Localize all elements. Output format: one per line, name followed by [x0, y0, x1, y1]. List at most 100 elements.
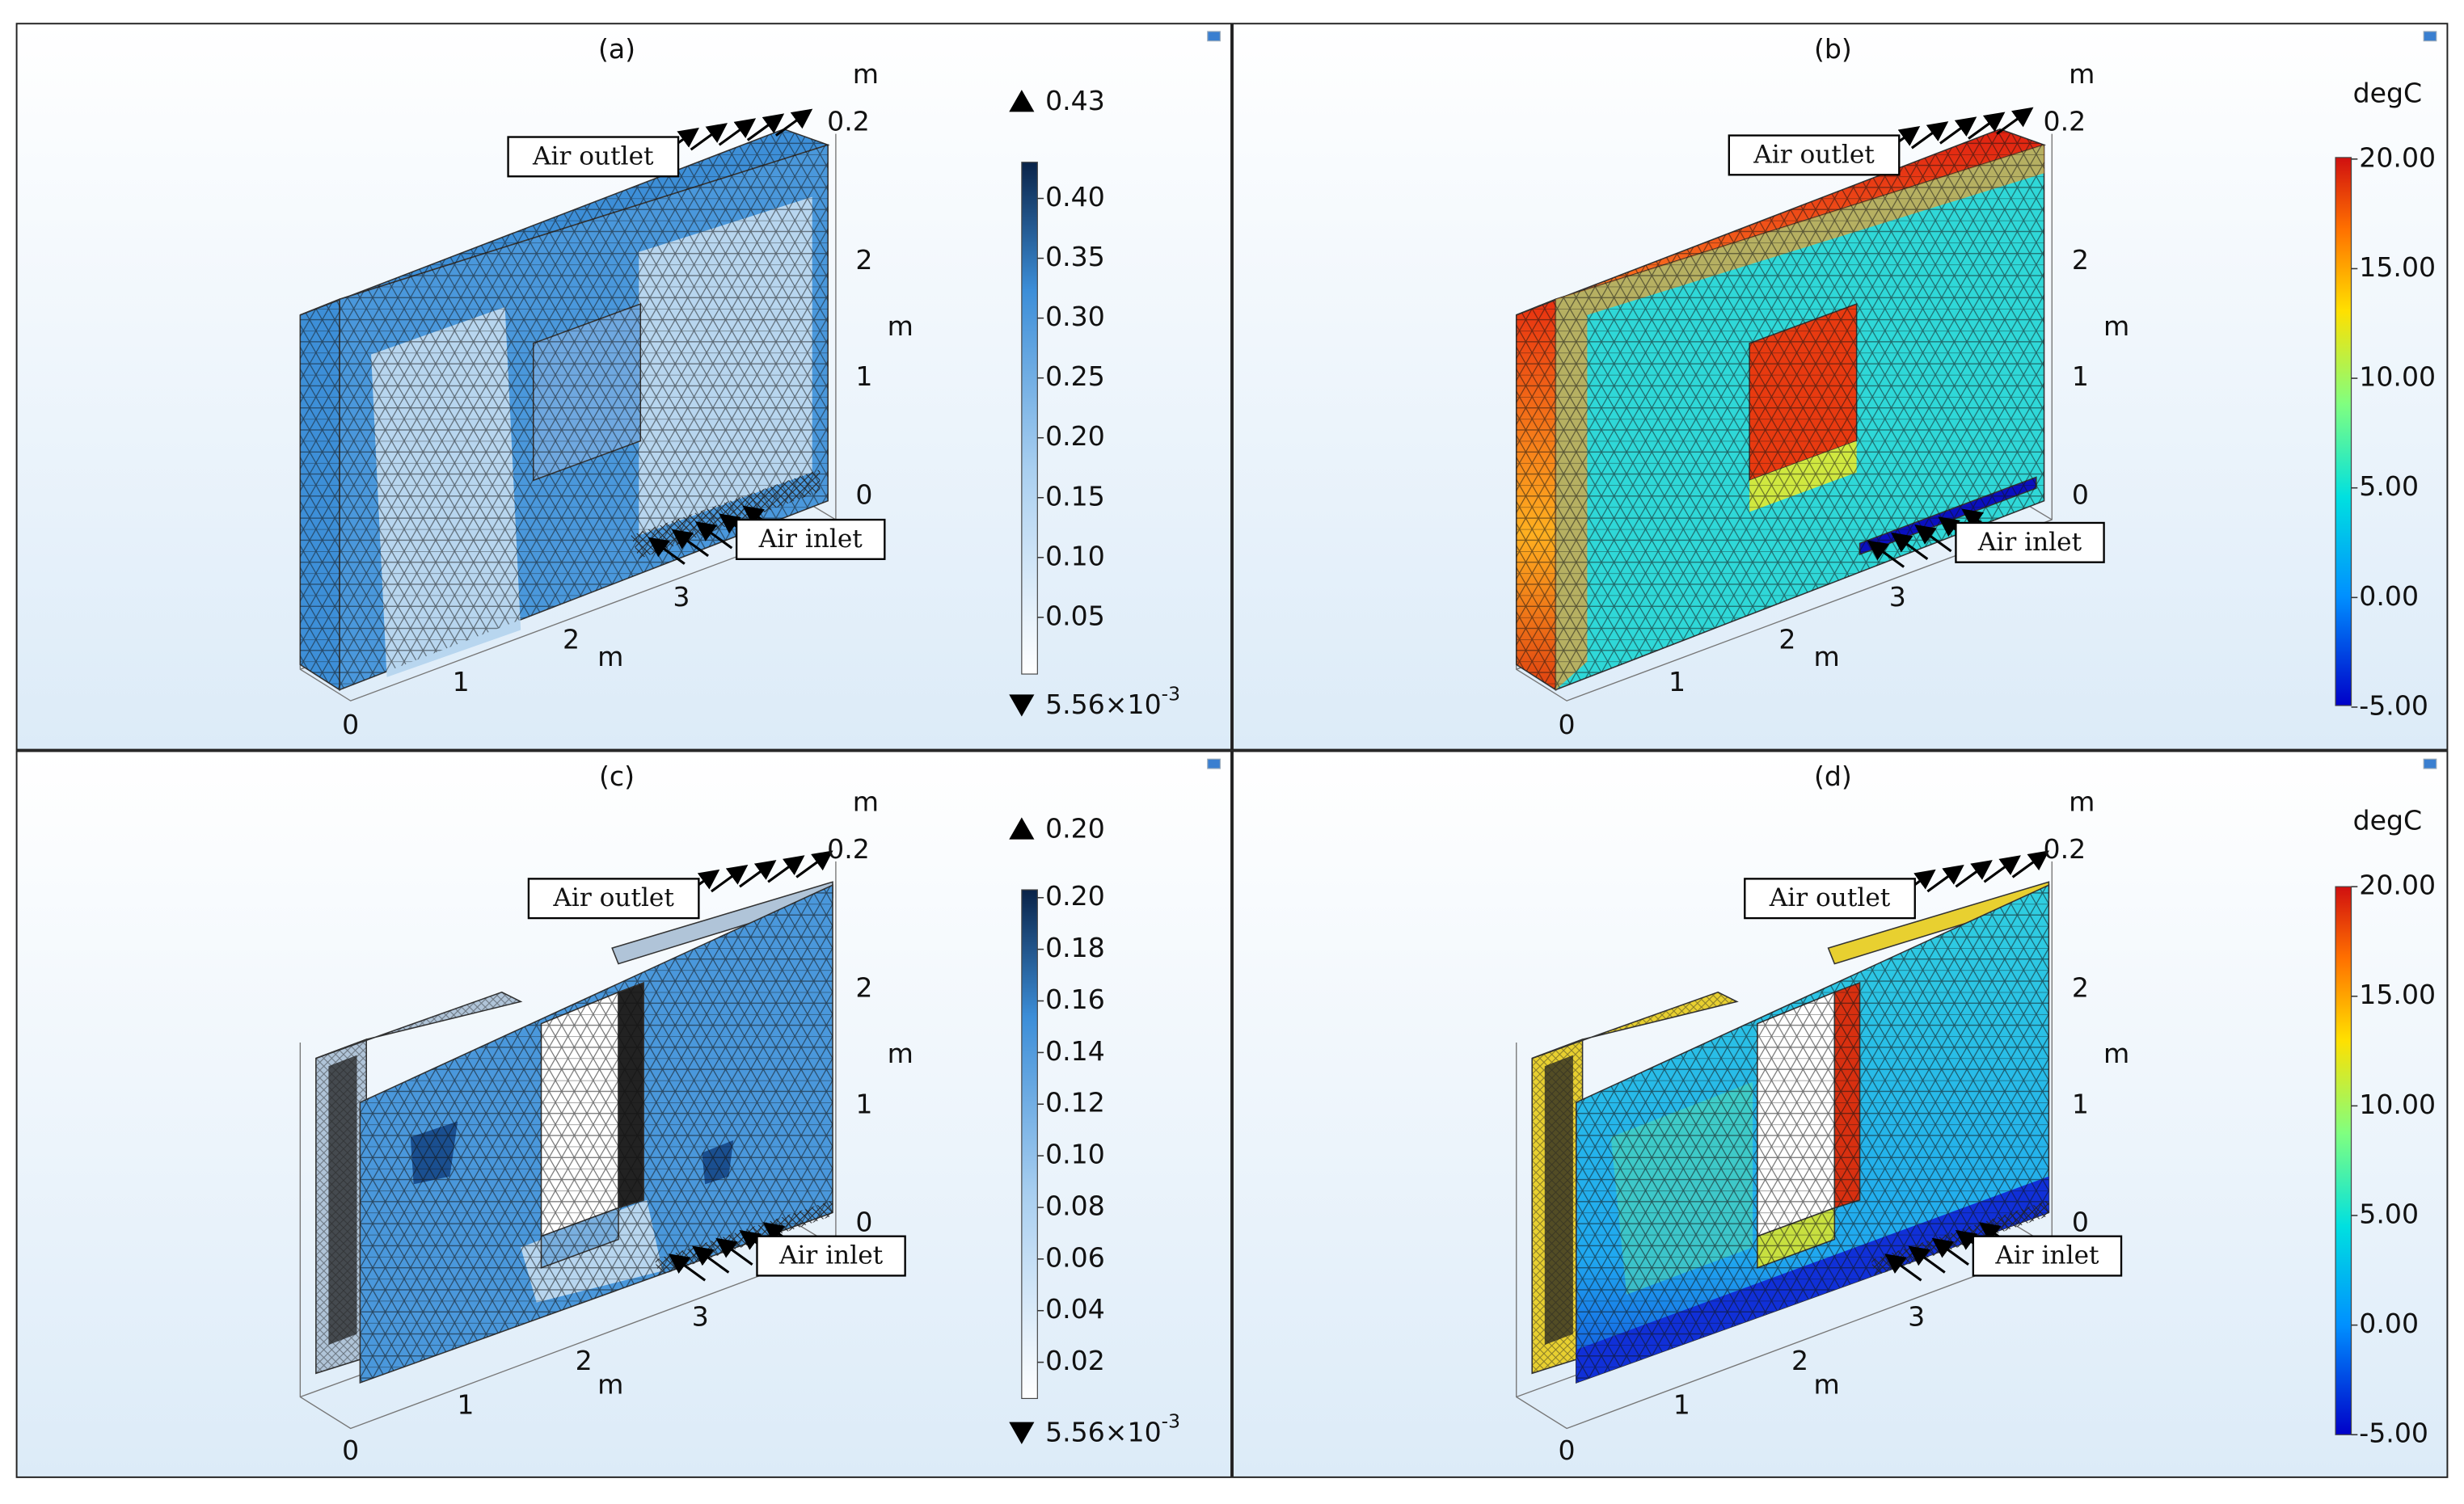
min-exponent: -3: [1162, 682, 1180, 705]
colorbar-tick-label: 5.00: [2359, 470, 2419, 502]
axis-label: m: [2069, 786, 2095, 817]
x-tick-label: 1: [457, 1389, 474, 1421]
min-mantissa: 5.56×10: [1045, 1416, 1162, 1447]
inlet-box: [756, 1235, 906, 1277]
y-tick-label: 2: [2072, 244, 2089, 276]
colorbar: [2335, 886, 2352, 1435]
colorbar-tick-label: 0.06: [1045, 1241, 1105, 1273]
max-marker: [1009, 817, 1035, 840]
colorbar-tick-label: -5.00: [2359, 1418, 2428, 1449]
min-mantissa: 5.56×10: [1045, 689, 1162, 720]
colorbar: [1021, 889, 1038, 1400]
colorbar-tick-label: 0.20: [1045, 880, 1105, 912]
outlet-arrow: [1926, 864, 1964, 893]
colorbar: [2335, 157, 2352, 706]
y-tick-label: 2: [2072, 971, 2089, 1003]
min-marker: [1009, 1422, 1035, 1444]
outlet-arrow: [2011, 850, 2049, 878]
axis-label: m: [1813, 1368, 1839, 1400]
inlet-arrow: [668, 1253, 707, 1282]
colorbar-unit: degC: [2353, 77, 2423, 108]
colorbar-tick-label: 0.00: [2359, 580, 2419, 612]
colorbar-tick-label: 0.00: [2359, 1308, 2419, 1339]
inlet-arrow: [1908, 1245, 1946, 1274]
outlet-box: [1728, 134, 1901, 176]
panel-icon: [1207, 31, 1221, 42]
x-tick-label: 0: [1559, 709, 1576, 740]
x-tick-label: 0: [1559, 1434, 1576, 1466]
min-marker: [1009, 694, 1035, 717]
x-tick-label: 2: [563, 624, 580, 655]
x-tick-label: 2: [1791, 1345, 1808, 1376]
outlet-arrow: [767, 855, 805, 883]
colorbar-tick-label: 15.00: [2359, 979, 2436, 1010]
y-tick-label: 0: [855, 1207, 872, 1238]
colorbar-tick-label: 0.20: [1045, 420, 1105, 452]
outlet-arrow: [774, 108, 813, 137]
inlet-arrow: [692, 1245, 730, 1274]
outlet-label: Air outlet: [1769, 883, 1891, 912]
colorbar-min: 5.56×10-3: [1045, 682, 1180, 720]
panel-label: (d): [1814, 760, 1852, 792]
outlet-arrow: [1955, 860, 1993, 888]
panel: (d) Air outlet Air inlet 0 1 2 3 0 1 2 0.2 m m m 20.00…: [1232, 750, 2449, 1478]
x-tick-label: 3: [1908, 1301, 1925, 1333]
z-tick-label: 0.2: [827, 105, 870, 137]
outlet-box: [527, 878, 700, 920]
y-tick-label: 2: [855, 971, 872, 1003]
inlet-label: Air inlet: [758, 525, 863, 554]
colorbar-tick-label: 15.00: [2359, 251, 2436, 283]
axis-label: m: [853, 786, 879, 817]
panel: (b) Air outlet Air inlet 0 1 2 3 0 1 2 0.2 m m m 20.00…: [1232, 23, 2449, 751]
y-tick-label: 1: [2072, 1088, 2089, 1119]
inlet-box: [735, 518, 886, 560]
outlet-label: Air outlet: [552, 883, 674, 912]
colorbar-tick-label: 0.10: [1045, 1139, 1105, 1170]
y-tick-label: 1: [855, 360, 872, 392]
inlet-arrow: [694, 521, 733, 550]
colorbar-tick-label: 0.30: [1045, 301, 1105, 332]
axis-label: m: [888, 310, 913, 342]
outlet-arrow: [1996, 107, 2034, 135]
inlet-box: [1972, 1235, 2123, 1277]
max-marker: [1009, 90, 1035, 112]
outlet-arrow: [718, 118, 757, 146]
x-tick-label: 0: [342, 1434, 359, 1466]
inlet-label: Air inlet: [1994, 1241, 2099, 1270]
colorbar-tick-label: -5.00: [2359, 689, 2428, 721]
colorbar-tick-label: 0.12: [1045, 1087, 1105, 1119]
axis-label: m: [888, 1038, 913, 1069]
mesh: [1532, 992, 1737, 1374]
inlet-label: Air inlet: [778, 1241, 884, 1270]
outlet-arrow: [795, 850, 833, 878]
z-tick-label: 0.2: [2044, 833, 2086, 865]
inlet-arrow: [648, 537, 686, 565]
min-exponent: -3: [1162, 1409, 1180, 1432]
outlet-arrow: [711, 864, 749, 893]
z-tick-label: 0.2: [827, 833, 870, 865]
colorbar-tick-label: 0.25: [1045, 360, 1105, 392]
outlet-label: Air outlet: [532, 141, 654, 171]
panel: (c) Air outlet Air inlet 0 1 2 3 0 1 2 0.2 m m m 0.20 0…: [15, 750, 1232, 1478]
z-tick-label: 0.2: [2044, 105, 2086, 137]
panel-icon: [2423, 758, 2437, 769]
colorbar-tick-label: 10.00: [2359, 361, 2436, 393]
x-tick-label: 1: [453, 666, 470, 697]
y-tick-label: 1: [855, 1088, 872, 1119]
x-tick-label: 3: [673, 581, 690, 613]
y-tick-label: 1: [2072, 360, 2089, 392]
y-tick-label: 0: [2072, 1207, 2089, 1238]
outlet-arrow: [690, 123, 728, 151]
axis-label: m: [597, 1368, 623, 1400]
panel-icon: [2423, 31, 2437, 42]
panel: (a) Air outlet Air inlet 0 1 2 3 0 1 2 0.2 m m m 0.40 0…: [15, 23, 1232, 751]
inlet-box: [1955, 521, 2105, 563]
colorbar-tick-label: 0.14: [1045, 1035, 1105, 1067]
colorbar-tick-label: 0.05: [1045, 600, 1105, 631]
colorbar-tick-label: 0.15: [1045, 480, 1105, 512]
inlet-arrow: [1931, 1237, 1969, 1266]
x-tick-label: 1: [1669, 666, 1686, 697]
panel-label: (c): [599, 760, 635, 792]
